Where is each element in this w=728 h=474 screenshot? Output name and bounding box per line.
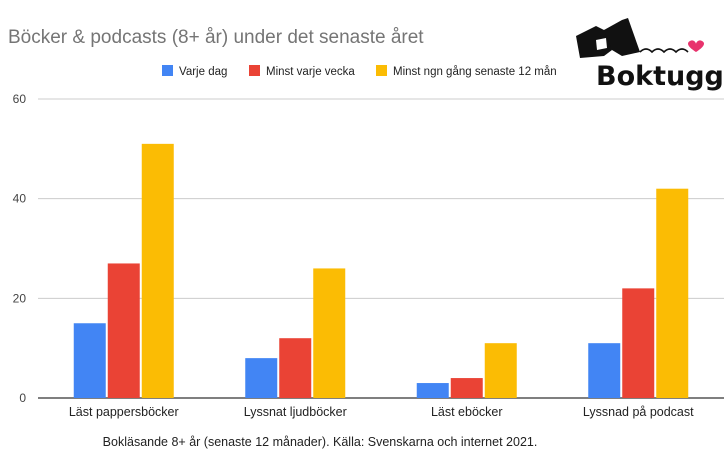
legend-label-minst-varje-vecka: Minst varje vecka	[266, 66, 355, 78]
book-wave-line	[639, 48, 689, 54]
legend-swatch-minst-varje-vecka	[249, 65, 260, 76]
y-tick-label: 20	[13, 291, 27, 305]
bars	[73, 143, 689, 398]
chart-title: Böcker & podcasts (8+ år) under det sena…	[8, 27, 424, 48]
bar	[450, 378, 483, 398]
y-tick-label: 0	[19, 391, 26, 405]
bar	[484, 343, 517, 398]
legend: Varje dag Minst varje vecka Minst ngn gå…	[162, 65, 557, 78]
bar	[141, 143, 174, 398]
x-category-label: Lyssnad på podcast	[583, 405, 694, 419]
bar	[656, 188, 689, 398]
bar	[107, 263, 140, 398]
book-left-shape	[576, 26, 612, 58]
bar	[416, 383, 449, 398]
legend-label-minst-ngn-gang: Minst ngn gång senaste 12 mån	[393, 66, 557, 78]
logo-text: Boktugg	[596, 61, 724, 92]
bar	[622, 288, 655, 398]
x-category-label: Läst eböcker	[431, 405, 503, 419]
bar	[73, 323, 106, 398]
book-right-shape	[604, 18, 640, 56]
boktugg-logo: Boktugg	[576, 18, 724, 92]
x-category-label: Läst pappersböcker	[69, 405, 179, 419]
bar	[588, 343, 621, 398]
y-axis-ticks: 0 20 40 60	[13, 92, 27, 405]
x-category-label: Lyssnat ljudböcker	[244, 405, 347, 419]
heart-icon	[688, 40, 704, 52]
book-page-shape	[596, 38, 607, 50]
chart-caption: Bokläsande 8+ år (senaste 12 månader). K…	[103, 435, 538, 449]
legend-label-varje-dag: Varje dag	[179, 66, 227, 78]
legend-swatch-varje-dag	[162, 65, 173, 76]
bar	[279, 338, 312, 398]
book-heart-logo-icon	[576, 18, 704, 58]
bar	[245, 358, 278, 398]
legend-swatch-minst-ngn-gang	[376, 65, 387, 76]
bar	[313, 268, 346, 398]
y-tick-label: 40	[13, 192, 27, 206]
x-axis-labels: Läst pappersböcker Lyssnat ljudböcker Läst…	[69, 405, 694, 419]
y-tick-label: 60	[13, 92, 27, 106]
